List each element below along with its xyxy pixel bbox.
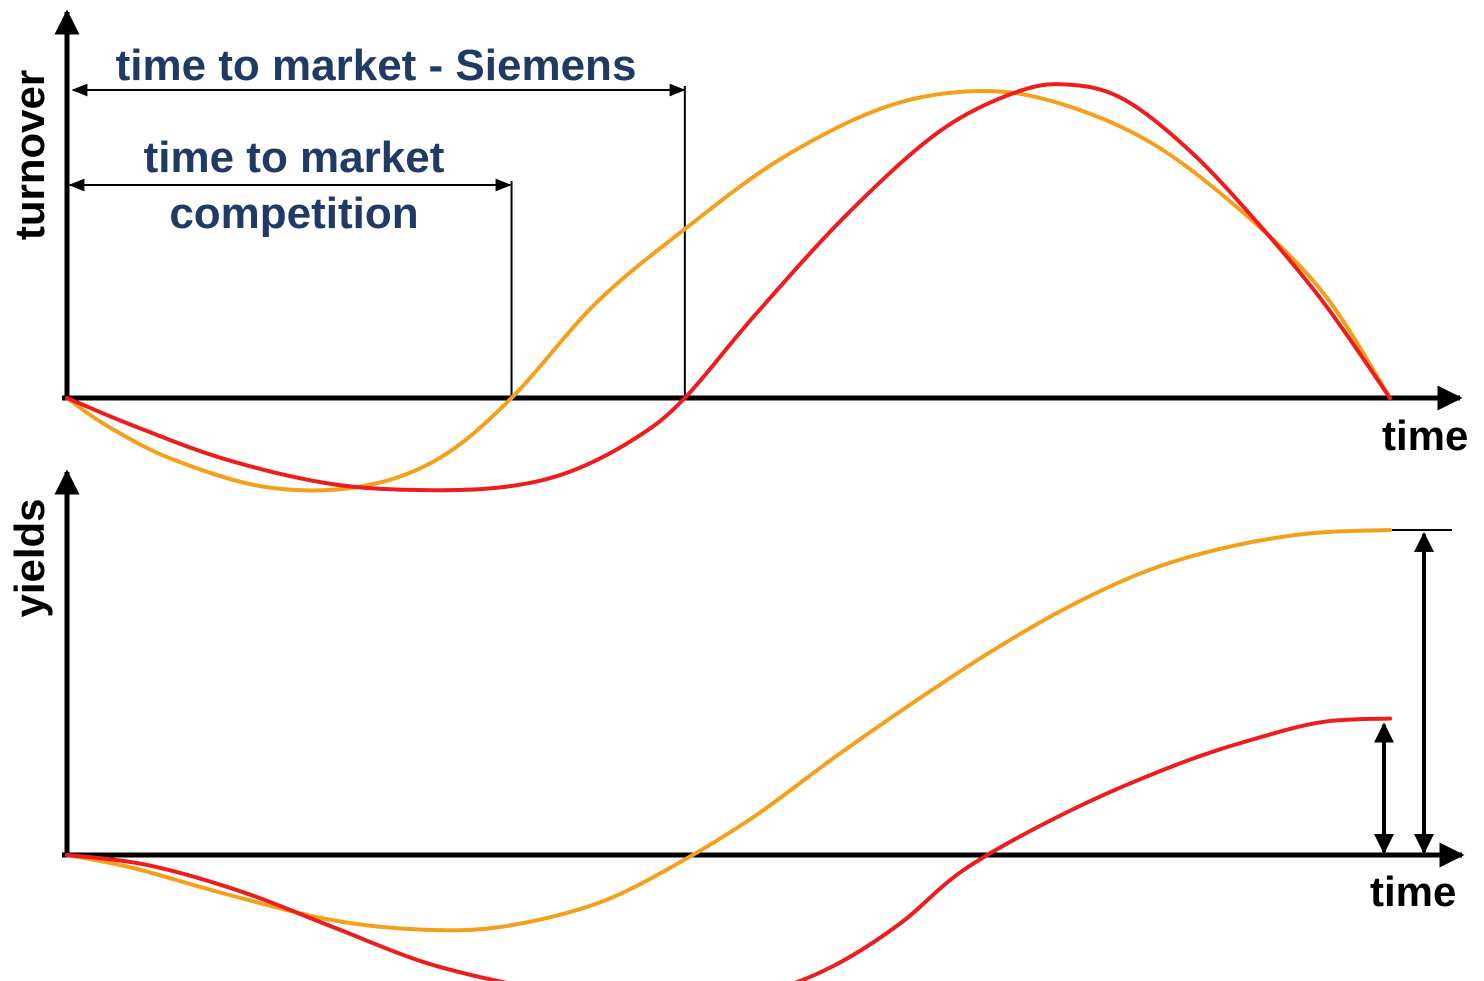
yields-series-siemens [65,716,1392,981]
competition-ttm-label-line2: competition [169,189,418,238]
turnover-x-axis-label: time [1382,412,1468,459]
competition-ttm-label-line1: time to market [144,133,445,182]
yields-series-competition [65,528,1392,933]
turnover-y-axis-label: turnover [6,70,53,240]
yields-y-axis-label: yields [6,498,53,617]
turnover-series-competition [65,88,1392,493]
turnover-series-siemens [65,82,1392,493]
yields-x-axis-label: time [1370,868,1456,915]
yields-chart: yields time [6,469,1465,981]
turnover-chart: turnover time time to market - Siemens t… [6,9,1468,493]
siemens-ttm-label: time to market - Siemens [116,41,637,90]
